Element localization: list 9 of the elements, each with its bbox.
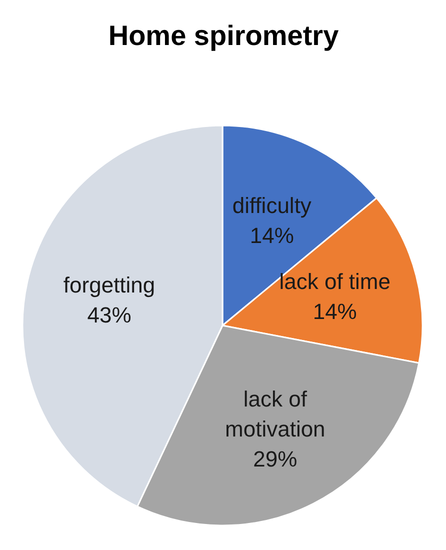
slice-label: difficulty [232,193,312,218]
slice-label: lack of time [279,269,390,294]
slice-label: forgetting [63,272,156,298]
slice-label: lack of motivation [225,386,326,442]
data-label: 43% [87,302,132,328]
data-label: 14% [312,299,357,324]
chart-title: Home spirometry [108,20,340,51]
data-label: 14% [250,223,294,248]
data-label: 29% [253,446,298,472]
